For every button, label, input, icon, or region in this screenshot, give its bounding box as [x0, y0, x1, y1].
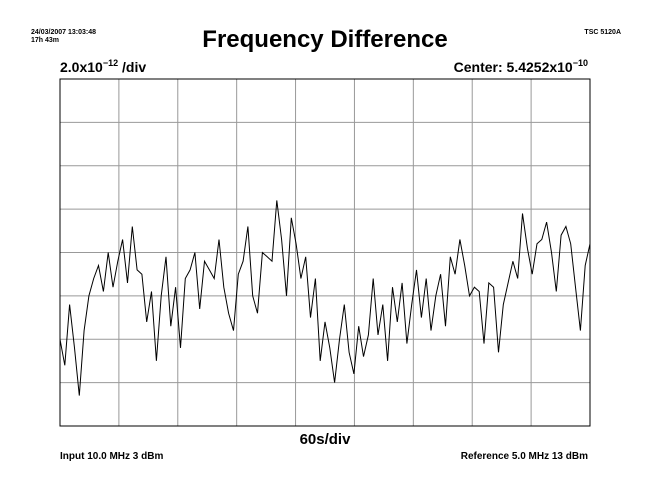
- y-scale-label: 2.0x10−12 /div: [60, 58, 147, 76]
- x-scale-label: 60s/div: [299, 431, 351, 448]
- input-signal-label: Input 10.0 MHz 3 dBm: [60, 451, 164, 462]
- frequency-trace: [59, 200, 591, 396]
- y-scale-unit: /div: [118, 59, 147, 75]
- y-scale-base: 2.0x10: [60, 59, 103, 75]
- timestamp-datetime: 24/03/2007 13:03:48: [31, 29, 96, 36]
- instrument-model: TSC 5120A: [584, 29, 621, 36]
- chart-title: Frequency Difference: [202, 26, 448, 53]
- y-scale-exponent: −12: [102, 58, 119, 68]
- reference-signal-label: Reference 5.0 MHz 13 dBm: [460, 451, 588, 462]
- timestamp-duration: 17h 43m: [31, 37, 60, 44]
- chart-grid: [60, 79, 590, 426]
- center-value-exponent: −10: [572, 58, 588, 68]
- plot-frame: [59, 78, 591, 427]
- timestamp: 24/03/2007 13:03:48 17h 43m: [31, 29, 96, 45]
- center-value-label: Center: 5.4252x10−10: [453, 58, 588, 76]
- center-value-base: Center: 5.4252x10: [453, 59, 573, 75]
